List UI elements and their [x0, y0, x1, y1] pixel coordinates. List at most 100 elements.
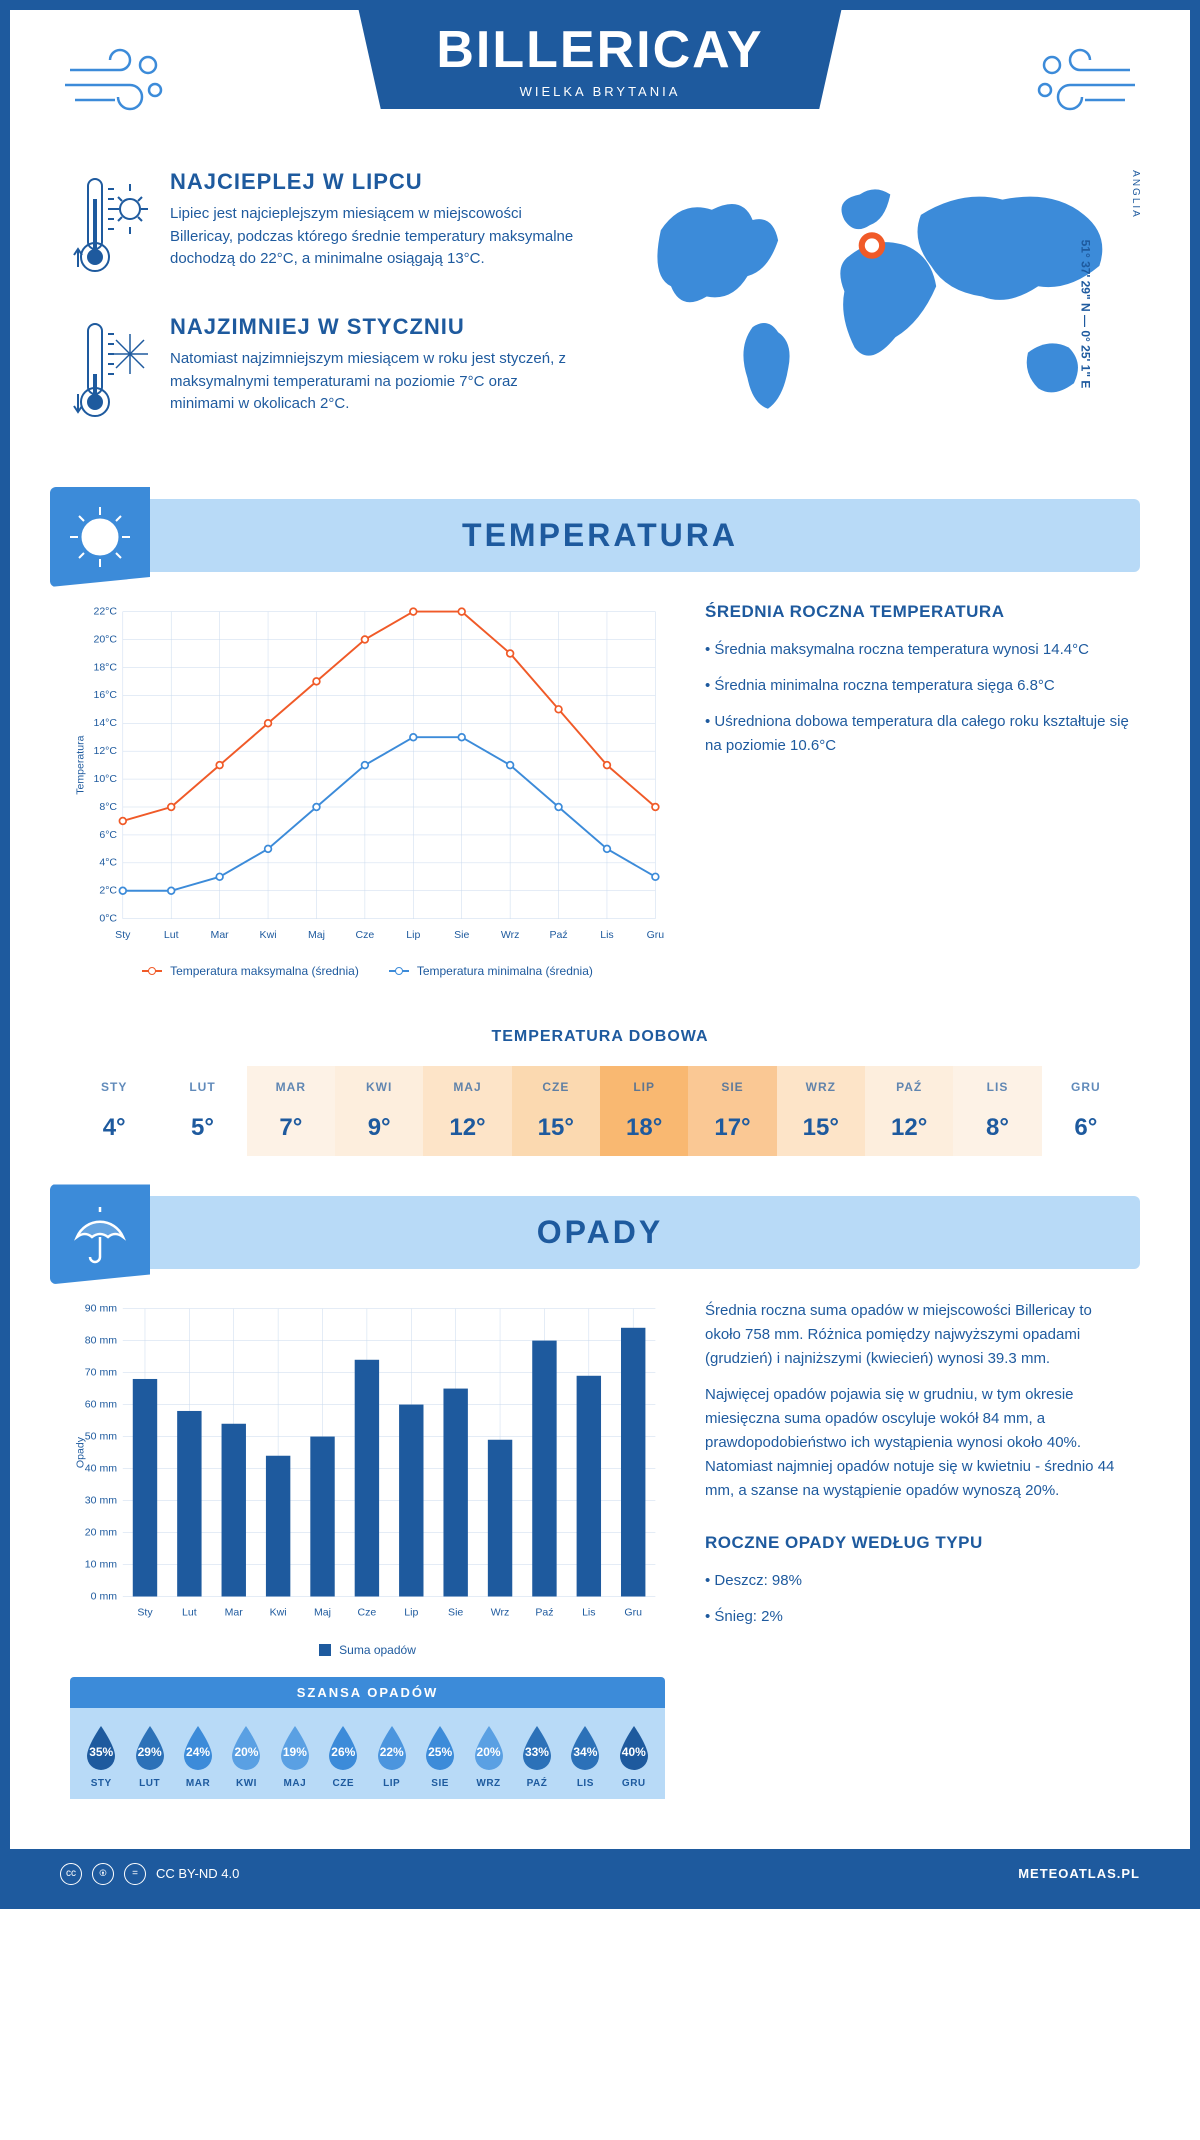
svg-text:Kwi: Kwi — [260, 929, 277, 941]
daily-cell: PAŹ12° — [865, 1066, 953, 1156]
rain-chance-drop: 20%KWI — [225, 1724, 267, 1789]
daily-cell: MAR7° — [247, 1066, 335, 1156]
rain-chance-drop: 25%SIE — [419, 1724, 461, 1789]
hot-title: NAJCIEPLEJ W LIPCU — [170, 169, 580, 195]
daily-cell: WRZ15° — [777, 1066, 865, 1156]
daily-cell: MAJ12° — [423, 1066, 511, 1156]
rain-chance-drop: 33%PAŹ — [516, 1724, 558, 1789]
svg-text:80 mm: 80 mm — [85, 1335, 117, 1347]
svg-text:Gru: Gru — [647, 929, 665, 941]
precip-p2: Najwięcej opadów pojawia się w grudniu, … — [705, 1383, 1130, 1503]
hottest-block: NAJCIEPLEJ W LIPCU Lipiec jest najcieple… — [70, 169, 580, 284]
daily-temperature-table: TEMPERATURA DOBOWA STY4°LUT5°MAR7°KWI9°M… — [70, 1028, 1130, 1156]
section-title: TEMPERATURA — [60, 517, 1140, 554]
svg-text:14°C: 14°C — [93, 717, 117, 729]
svg-text:90 mm: 90 mm — [85, 1303, 117, 1315]
daily-cell: LUT5° — [158, 1066, 246, 1156]
rain-chance-drop: 19%MAJ — [274, 1724, 316, 1789]
chart-legend: Suma opadów — [70, 1643, 665, 1657]
license-text: CC BY-ND 4.0 — [156, 1866, 239, 1881]
svg-text:Sie: Sie — [448, 1607, 463, 1619]
sun-icon — [50, 487, 150, 587]
svg-text:Temperatura: Temperatura — [74, 735, 86, 794]
svg-text:Lut: Lut — [182, 1607, 197, 1619]
rain-chance-title: SZANSA OPADÓW — [70, 1677, 665, 1708]
daily-cell: CZE15° — [512, 1066, 600, 1156]
cold-title: NAJZIMNIEJ W STYCZNIU — [170, 314, 580, 340]
thermometer-hot-icon — [70, 169, 150, 284]
daily-cell: KWI9° — [335, 1066, 423, 1156]
svg-text:2°C: 2°C — [99, 885, 117, 897]
legend-min-label: Temperatura minimalna (średnia) — [417, 964, 593, 978]
svg-text:70 mm: 70 mm — [85, 1367, 117, 1379]
svg-text:Cze: Cze — [358, 1607, 377, 1619]
svg-text:Lip: Lip — [404, 1607, 418, 1619]
daily-cell: LIS8° — [953, 1066, 1041, 1156]
svg-text:Maj: Maj — [314, 1607, 331, 1619]
rain-chance-drop: 35%STY — [80, 1724, 122, 1789]
rain-chance-drop: 34%LIS — [564, 1724, 606, 1789]
by-type-item: Śnieg: 2% — [705, 1605, 1130, 1629]
svg-text:Wrz: Wrz — [501, 929, 520, 941]
svg-text:16°C: 16°C — [93, 689, 117, 701]
daily-cell: LIP18° — [600, 1066, 688, 1156]
rain-chance-panel: SZANSA OPADÓW 35%STY29%LUT24%MAR20%KWI19… — [70, 1677, 665, 1799]
section-title: OPADY — [60, 1214, 1140, 1251]
precipitation-bar-chart: 0 mm10 mm20 mm30 mm40 mm50 mm60 mm70 mm8… — [70, 1299, 665, 1625]
svg-text:Opady: Opady — [74, 1437, 86, 1469]
svg-text:18°C: 18°C — [93, 661, 117, 673]
svg-text:6°C: 6°C — [99, 829, 117, 841]
svg-text:40 mm: 40 mm — [85, 1463, 117, 1475]
precip-p1: Średnia roczna suma opadów w miejscowośc… — [705, 1299, 1130, 1371]
svg-text:Lis: Lis — [600, 929, 613, 941]
svg-text:20°C: 20°C — [93, 633, 117, 645]
header: BILLERICAY WIELKA BRYTANIA — [10, 10, 1190, 169]
svg-text:10 mm: 10 mm — [85, 1559, 117, 1571]
cc-icon: cc — [60, 1863, 82, 1885]
svg-text:8°C: 8°C — [99, 801, 117, 813]
title-banner: BILLERICAY WIELKA BRYTANIA — [356, 0, 843, 109]
daily-cell: SIE17° — [688, 1066, 776, 1156]
svg-text:12°C: 12°C — [93, 745, 117, 757]
rain-chance-drop: 20%WRZ — [467, 1724, 509, 1789]
wind-icon — [60, 40, 170, 125]
daily-cell: GRU6° — [1042, 1066, 1130, 1156]
rain-chance-drop: 22%LIP — [371, 1724, 413, 1789]
footer: cc 🅯 = CC BY-ND 4.0 METEOATLAS.PL — [10, 1849, 1190, 1899]
intro-section: NAJCIEPLEJ W LIPCU Lipiec jest najcieple… — [10, 169, 1190, 499]
svg-text:Sty: Sty — [115, 929, 131, 941]
legend-bar-label: Suma opadów — [339, 1643, 416, 1657]
svg-text:Paź: Paź — [549, 929, 567, 941]
temperature-line-chart: 0°C2°C4°C6°C8°C10°C12°C14°C16°C18°C20°C2… — [70, 602, 665, 947]
rain-chance-drop: 26%CZE — [322, 1724, 364, 1789]
svg-text:10°C: 10°C — [93, 773, 117, 785]
svg-text:Paź: Paź — [535, 1607, 553, 1619]
legend-max-label: Temperatura maksymalna (średnia) — [170, 964, 359, 978]
cold-text: Natomiast najzimniejszym miesiącem w rok… — [170, 348, 580, 416]
svg-text:Gru: Gru — [624, 1607, 642, 1619]
stat-item: Średnia minimalna roczna temperatura się… — [705, 674, 1130, 698]
stat-item: Uśredniona dobowa temperatura dla całego… — [705, 710, 1130, 758]
chart-legend: Temperatura maksymalna (średnia) Tempera… — [70, 964, 665, 978]
daily-cell: STY4° — [70, 1066, 158, 1156]
svg-text:4°C: 4°C — [99, 857, 117, 869]
by-type-title: ROCZNE OPADY WEDŁUG TYPU — [705, 1533, 1130, 1553]
country-name: WIELKA BRYTANIA — [436, 84, 763, 99]
precipitation-section-header: OPADY — [60, 1196, 1140, 1269]
svg-text:60 mm: 60 mm — [85, 1399, 117, 1411]
city-name: BILLERICAY — [436, 20, 763, 80]
by-type-item: Deszcz: 98% — [705, 1569, 1130, 1593]
rain-chance-drop: 29%LUT — [128, 1724, 170, 1789]
precipitation-text: Średnia roczna suma opadów w miejscowośc… — [705, 1299, 1130, 1818]
svg-text:Kwi: Kwi — [270, 1607, 287, 1619]
svg-text:Cze: Cze — [356, 929, 375, 941]
svg-text:Wrz: Wrz — [491, 1607, 510, 1619]
svg-text:Mar: Mar — [225, 1607, 244, 1619]
daily-temp-title: TEMPERATURA DOBOWA — [70, 1028, 1130, 1046]
svg-text:0°C: 0°C — [99, 913, 117, 925]
stats-title: ŚREDNIA ROCZNA TEMPERATURA — [705, 602, 1130, 622]
svg-text:Maj: Maj — [308, 929, 325, 941]
brand: METEOATLAS.PL — [1018, 1866, 1140, 1881]
coldest-block: NAJZIMNIEJ W STYCZNIU Natomiast najzimni… — [70, 314, 580, 429]
hot-text: Lipiec jest najcieplejszym miesiącem w m… — [170, 203, 580, 271]
